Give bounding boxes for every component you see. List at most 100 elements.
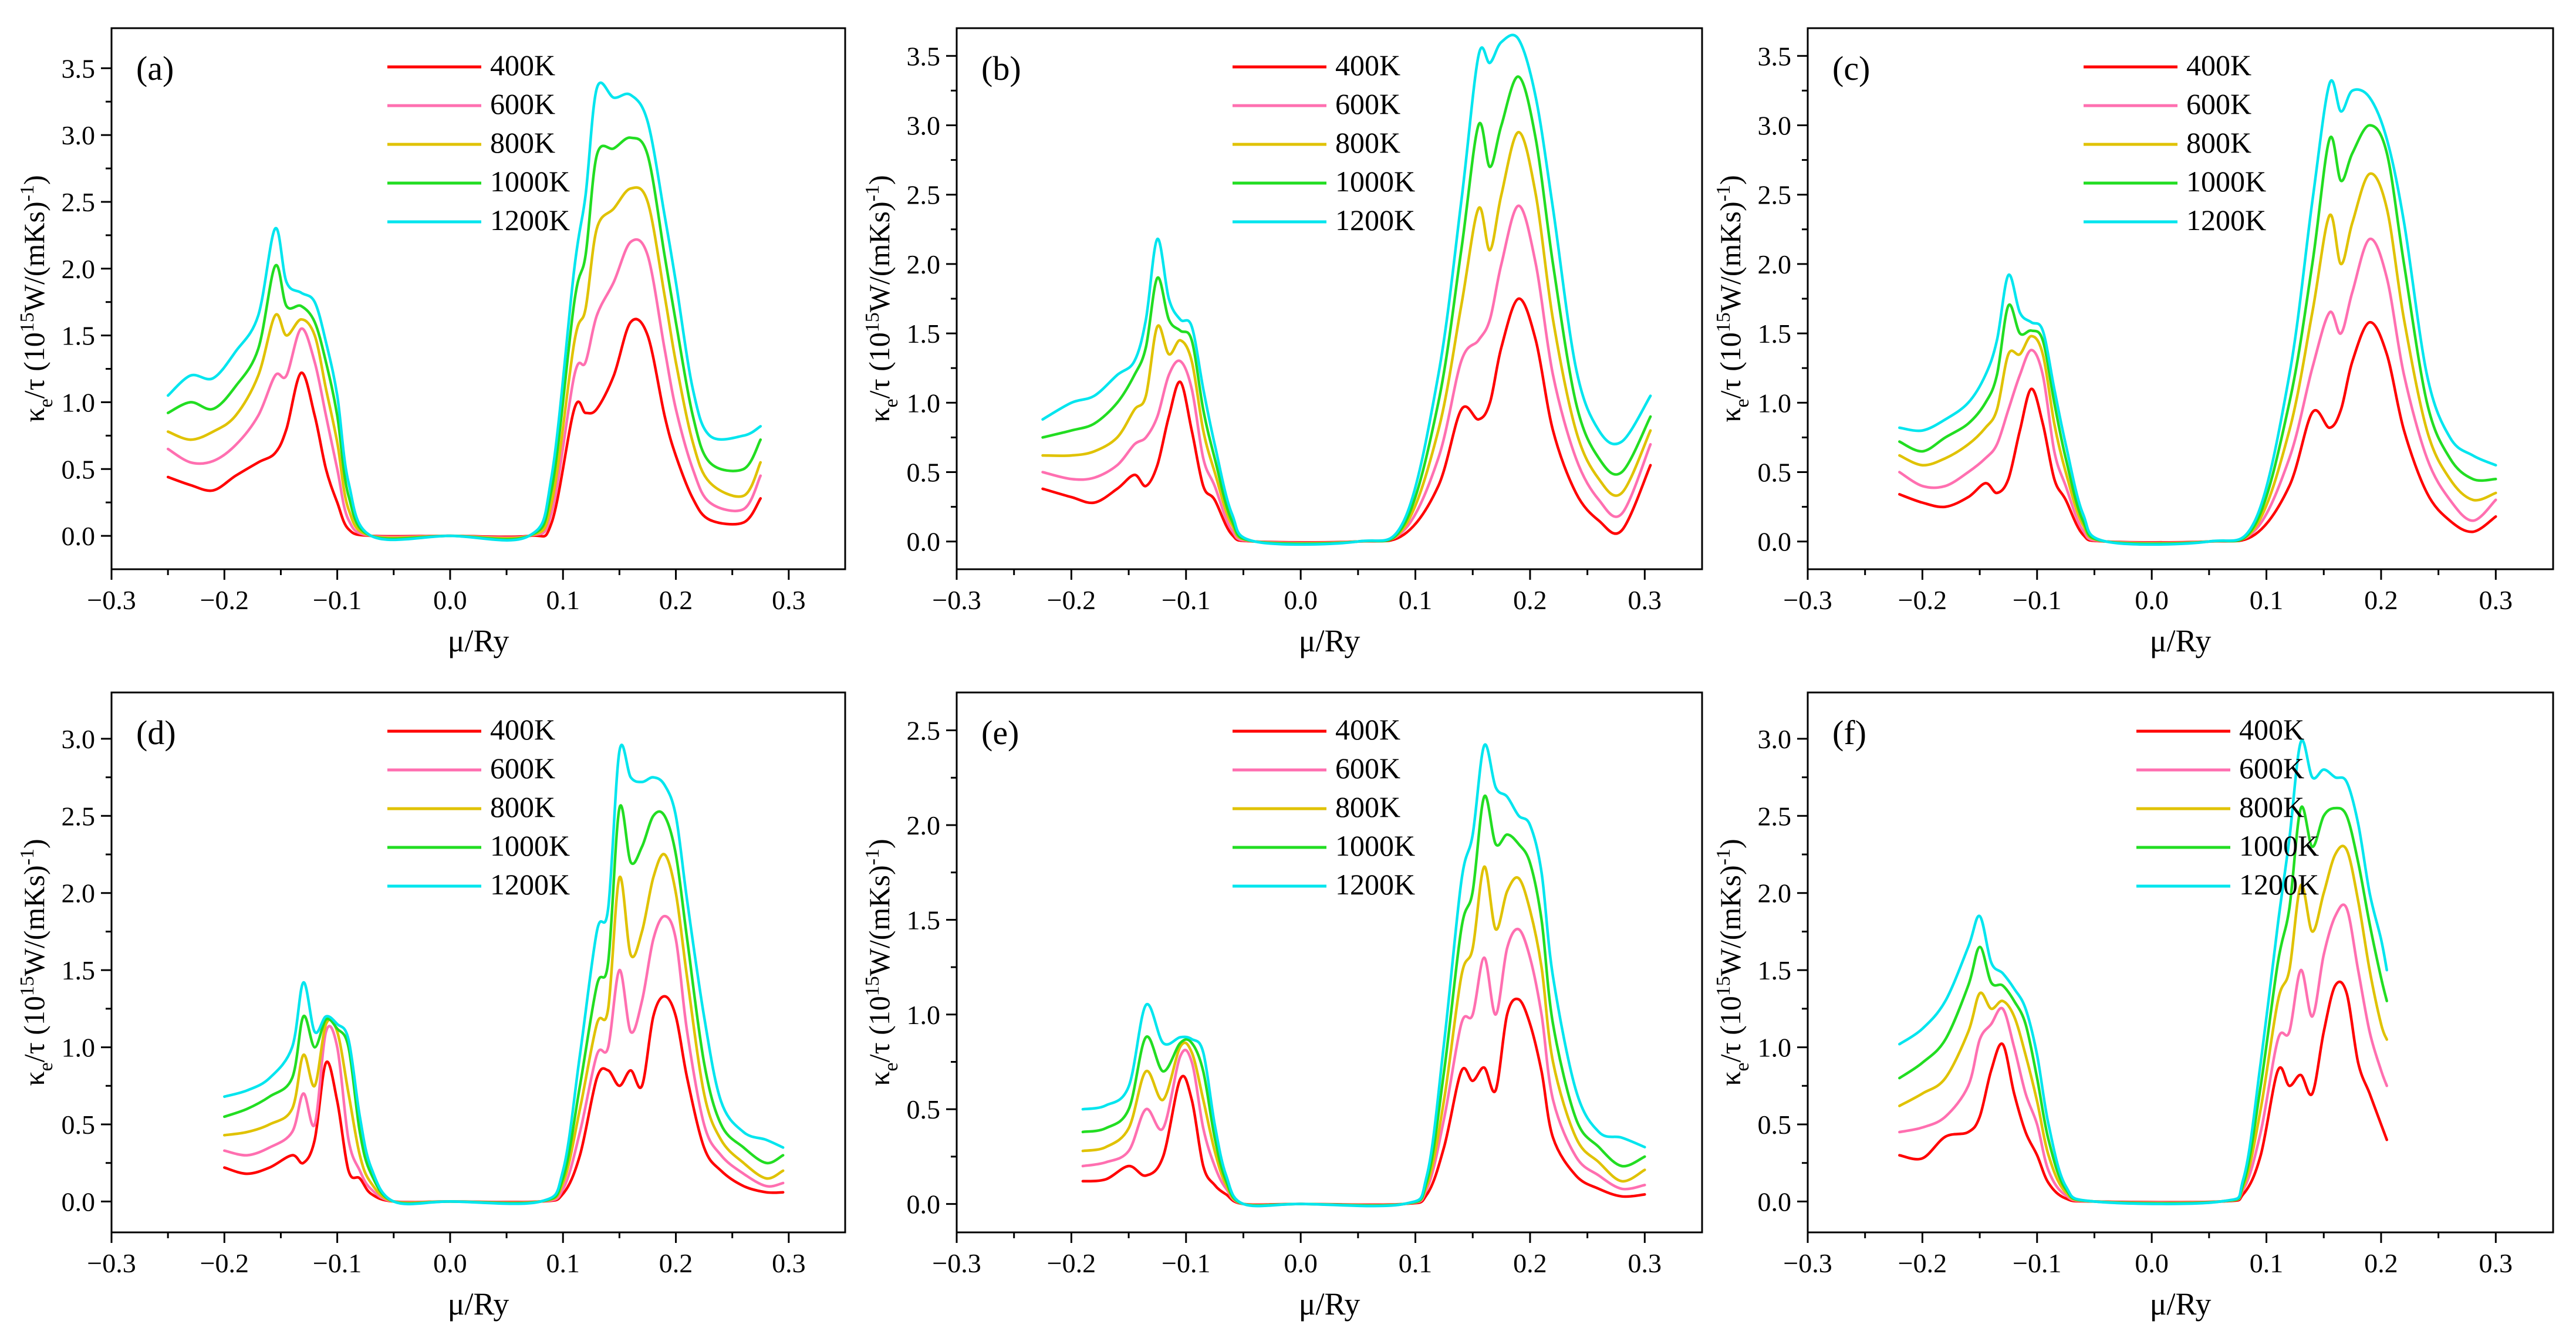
series-line-800K	[1081, 865, 1646, 1207]
x-tick-label: 0.3	[772, 1248, 806, 1278]
y-tick-label: 3.5	[62, 53, 96, 83]
plot-frame	[110, 691, 846, 1234]
y-axis-label-part: e	[35, 1062, 57, 1071]
series-line-1200K	[1898, 79, 2497, 546]
x-tick-label: 0.1	[2250, 585, 2284, 615]
chart-panel-d: −0.3 −0.2 −0.1 0.0 0.1 0.2 0.3 0.0 0.5 1.0 1.5 2.0 2…	[16, 691, 846, 1322]
legend-label: 800K	[490, 790, 555, 823]
y-tick-label: 3.0	[1758, 724, 1792, 754]
x-tick-label: −0.3	[932, 1248, 981, 1278]
x-tick-label: −0.3	[87, 1248, 136, 1278]
y-tick-label: 0.5	[907, 1094, 941, 1124]
series-line-1000K	[1081, 794, 1646, 1207]
y-tick-label: 3.0	[1758, 110, 1792, 140]
y-tick-label: 1.5	[1758, 319, 1792, 349]
legend-label: 1200K	[490, 204, 570, 236]
x-tick-label: 0.2	[659, 1248, 693, 1278]
chart-panel-c: −0.3 −0.2 −0.1 0.0 0.1 0.2 0.3 0.0 0.5 1.0 1.5 2.0 2…	[1713, 27, 2554, 658]
legend-label: 400K	[2186, 49, 2251, 82]
y-tick-label: 1.5	[907, 319, 941, 349]
series-line-1000K	[223, 804, 785, 1205]
legend-label: 1000K	[490, 829, 570, 862]
y-axis-label: κe/τ (1015W/(mKs)-1)	[862, 175, 902, 422]
legend-label: 800K	[1335, 126, 1400, 159]
y-tick-label: 2.0	[907, 249, 941, 279]
x-tick-label: 0.2	[2364, 1248, 2398, 1278]
legend-label: 800K	[2239, 790, 2304, 823]
x-tick-label: 0.1	[546, 1248, 580, 1278]
y-axis-label-part: )	[1714, 839, 1747, 849]
x-axis-label: μ/Ry	[1299, 1286, 1360, 1322]
x-tick-label: 0.3	[772, 585, 806, 615]
legend-label: 1200K	[1335, 868, 1415, 901]
y-tick-label: 0.0	[1758, 1187, 1792, 1217]
y-axis-label: κe/τ (1015W/(mKs)-1)	[1713, 839, 1753, 1086]
x-tick-label: 0.1	[1399, 585, 1433, 615]
y-tick-label: 0.5	[907, 458, 941, 488]
y-tick-label: 0.0	[62, 521, 96, 551]
y-axis-label-part: -1	[16, 849, 38, 865]
panel-label: (b)	[981, 49, 1021, 87]
y-tick-label: 2.0	[1758, 879, 1792, 908]
y-axis-label-part: κ	[1714, 1071, 1747, 1086]
y-axis-label-part: 15	[862, 976, 883, 996]
y-tick-label: 3.0	[62, 724, 96, 754]
y-axis-label-part: /τ (10	[863, 996, 896, 1062]
x-tick-label: 0.1	[546, 585, 580, 615]
x-tick-label: 0.2	[1513, 1248, 1547, 1278]
y-axis-label-part: κ	[863, 1071, 896, 1086]
x-tick-label: −0.2	[1047, 1248, 1096, 1278]
y-tick-label: 2.5	[62, 801, 96, 831]
panel-label: (f)	[1832, 714, 1866, 752]
y-axis-label-part: W/(mKs)	[18, 201, 50, 312]
y-axis-label-part: e	[1731, 1062, 1753, 1071]
x-axis-label: μ/Ry	[2150, 623, 2212, 658]
y-axis-label-part: 15	[16, 312, 38, 332]
x-tick-label: −0.3	[87, 585, 136, 615]
x-tick-label: 0.0	[2135, 585, 2169, 615]
x-tick-label: −0.1	[2013, 1248, 2061, 1278]
x-tick-label: 0.0	[1284, 1248, 1318, 1278]
y-tick-label: 2.5	[62, 187, 96, 217]
y-tick-label: 1.0	[907, 1000, 941, 1030]
y-axis-label: κe/τ (1015W/(mKs)-1)	[1713, 175, 1753, 422]
y-tick-label: 1.0	[907, 388, 941, 418]
y-tick-label: 3.0	[62, 120, 96, 150]
x-tick-label: 0.3	[2479, 585, 2513, 615]
legend-label: 600K	[2186, 87, 2251, 120]
y-tick-label: 3.5	[907, 41, 941, 71]
panel-label: (e)	[981, 714, 1019, 752]
y-axis-label-part: -1	[16, 185, 38, 201]
x-tick-label: 0.3	[2479, 1248, 2513, 1278]
legend-label: 800K	[490, 126, 555, 159]
y-axis-label-part: e	[1731, 398, 1753, 407]
y-tick-label: 2.0	[62, 879, 96, 908]
x-tick-label: 0.2	[659, 585, 693, 615]
x-tick-label: 0.3	[1628, 1248, 1662, 1278]
x-tick-label: −0.3	[1783, 585, 1832, 615]
series-line-1200K	[1898, 739, 2388, 1205]
y-axis-label-part: κ	[1714, 407, 1747, 422]
series-line-400K	[1041, 297, 1652, 544]
legend-label: 400K	[490, 49, 555, 82]
y-axis-label-part: W/(mKs)	[1714, 865, 1747, 976]
legend-label: 1000K	[1335, 165, 1415, 198]
y-tick-label: 0.5	[62, 454, 96, 484]
y-axis-label-part: -1	[862, 849, 883, 865]
x-tick-label: −0.3	[1783, 1248, 1832, 1278]
y-axis-label-part: 15	[1713, 976, 1734, 996]
plot-frame	[110, 27, 846, 570]
y-axis-label-part: )	[863, 175, 896, 185]
legend-label: 600K	[2239, 752, 2304, 785]
legend-label: 600K	[490, 87, 555, 120]
x-tick-label: 0.3	[1628, 585, 1662, 615]
x-tick-label: 0.0	[2135, 1248, 2169, 1278]
x-tick-label: −0.1	[2013, 585, 2061, 615]
legend-label: 1200K	[2186, 204, 2266, 236]
series-line-1200K	[1041, 33, 1652, 546]
x-axis-label: μ/Ry	[448, 1286, 509, 1322]
y-tick-label: 1.5	[1758, 955, 1792, 985]
x-tick-label: −0.2	[1898, 585, 1947, 615]
y-axis-label-part: )	[1714, 175, 1747, 185]
